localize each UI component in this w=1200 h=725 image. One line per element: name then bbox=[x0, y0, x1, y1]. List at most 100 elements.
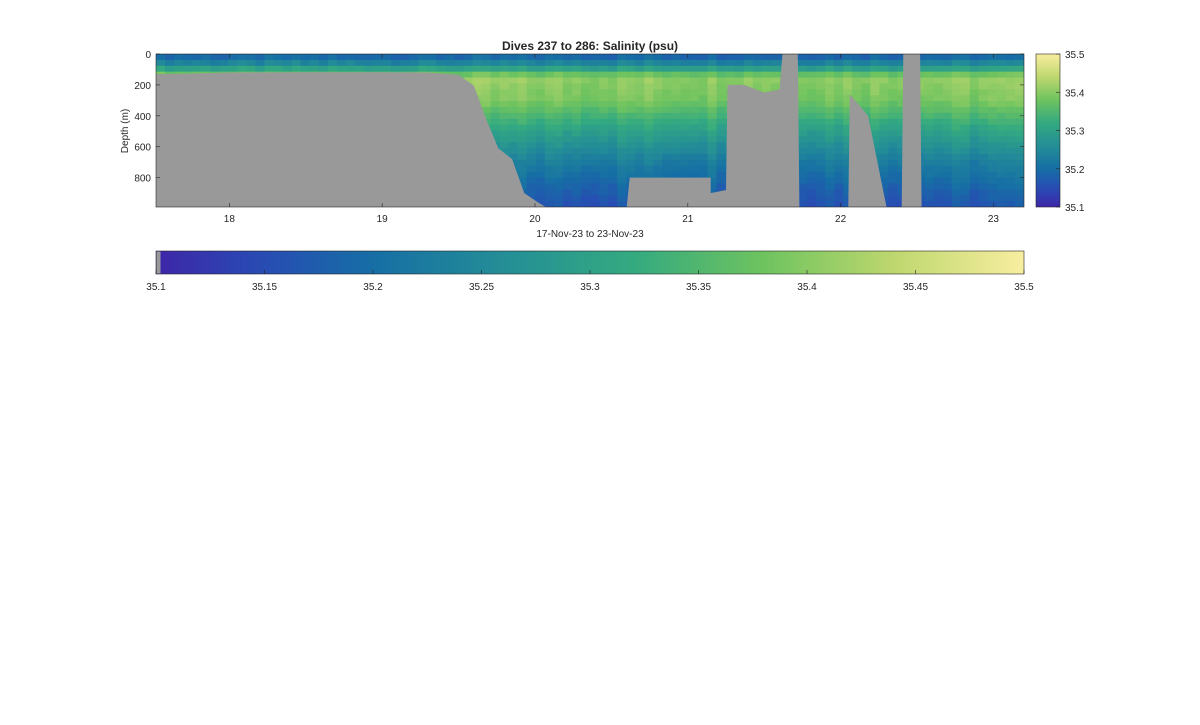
heatmap-cell bbox=[517, 159, 528, 167]
heatmap-cell bbox=[517, 106, 528, 114]
heatmap-cell bbox=[635, 71, 645, 79]
heatmap-cell bbox=[391, 59, 401, 67]
heatmap-cell bbox=[698, 83, 709, 90]
heatmap-cell bbox=[725, 71, 736, 79]
heatmap-cell bbox=[201, 65, 211, 73]
y-tick-label: 600 bbox=[134, 143, 151, 154]
heatmap-cell bbox=[617, 154, 627, 161]
heatmap-cell bbox=[608, 130, 618, 137]
heatmap-cell bbox=[816, 71, 826, 79]
heatmap-cell bbox=[282, 54, 293, 61]
heatmap-cell bbox=[526, 124, 537, 132]
heatmap-cell bbox=[608, 106, 618, 114]
heatmap-cell bbox=[843, 118, 853, 126]
heatmap-cell bbox=[969, 165, 980, 173]
heatmap-cell bbox=[481, 77, 492, 85]
heatmap-cell bbox=[951, 54, 962, 61]
heatmap-cell bbox=[807, 195, 817, 202]
heatmap-cell bbox=[834, 154, 844, 161]
heatmap-cell bbox=[617, 83, 627, 90]
heatmap-cell bbox=[535, 171, 546, 179]
heatmap-cell bbox=[870, 59, 880, 67]
heatmap-cell bbox=[816, 130, 826, 137]
heatmap-cell bbox=[535, 148, 546, 155]
horizontal-colorbar-tick-label: 35.5 bbox=[1014, 282, 1034, 293]
heatmap-cell bbox=[698, 154, 709, 161]
heatmap-cell bbox=[960, 183, 971, 190]
heatmap-cell bbox=[942, 59, 953, 67]
heatmap-cell bbox=[834, 118, 844, 126]
heatmap-cell bbox=[653, 106, 663, 114]
heatmap-cell bbox=[508, 59, 519, 67]
heatmap-cell bbox=[1014, 142, 1024, 149]
heatmap-cell bbox=[816, 54, 826, 61]
heatmap-cell bbox=[309, 65, 320, 73]
heatmap-cell bbox=[680, 83, 691, 90]
heatmap-cell bbox=[553, 59, 564, 67]
heatmap-cell bbox=[544, 106, 555, 114]
heatmap-cell bbox=[436, 59, 446, 67]
heatmap-cell bbox=[825, 106, 835, 114]
heatmap-cell bbox=[797, 89, 808, 96]
heatmap-cell bbox=[969, 83, 980, 90]
heatmap-cell bbox=[553, 195, 564, 202]
heatmap-cell bbox=[879, 159, 889, 167]
heatmap-cell bbox=[653, 71, 663, 79]
heatmap-cell bbox=[707, 112, 718, 120]
heatmap-cell bbox=[680, 148, 691, 155]
heatmap-cell bbox=[553, 148, 564, 155]
heatmap-cell bbox=[689, 124, 700, 132]
heatmap-cell bbox=[816, 59, 826, 67]
heatmap-cell bbox=[969, 189, 980, 196]
heatmap-cell bbox=[996, 112, 1007, 120]
heatmap-cell bbox=[544, 101, 555, 108]
heatmap-cell bbox=[508, 89, 519, 96]
heatmap-cell bbox=[942, 171, 953, 179]
heatmap-cell bbox=[1014, 65, 1024, 73]
heatmap-cell bbox=[562, 165, 573, 173]
heatmap-cell bbox=[599, 154, 609, 161]
heatmap-cell bbox=[761, 71, 772, 79]
heatmap-cell bbox=[526, 159, 537, 167]
heatmap-cell bbox=[653, 59, 663, 67]
x-tick-label: 23 bbox=[988, 214, 1000, 225]
heatmap-cell bbox=[825, 112, 835, 120]
heatmap-cell bbox=[336, 65, 347, 73]
heatmap-cell bbox=[816, 106, 826, 114]
heatmap-cell bbox=[797, 101, 808, 108]
heatmap-cell bbox=[608, 101, 618, 108]
heatmap-cell bbox=[544, 59, 555, 67]
heatmap-cell bbox=[291, 65, 302, 73]
heatmap-cell bbox=[635, 148, 645, 155]
heatmap-cell bbox=[1014, 124, 1024, 132]
heatmap-cell bbox=[716, 130, 727, 137]
heatmap-cell bbox=[653, 118, 663, 126]
heatmap-cell bbox=[599, 171, 609, 179]
heatmap-cell bbox=[843, 171, 853, 179]
heatmap-cell bbox=[680, 59, 691, 67]
heatmap-cell bbox=[870, 142, 880, 149]
heatmap-cell bbox=[933, 89, 944, 96]
heatmap-cell bbox=[653, 136, 663, 143]
heatmap-cell bbox=[987, 171, 998, 179]
heatmap-cell bbox=[942, 154, 953, 161]
heatmap-cell bbox=[888, 201, 899, 207]
heatmap-cell bbox=[508, 124, 519, 132]
heatmap-cell bbox=[807, 183, 817, 190]
heatmap-cell bbox=[861, 89, 871, 96]
heatmap-cell bbox=[246, 54, 257, 61]
heatmap-cell bbox=[987, 165, 998, 173]
heatmap-cell bbox=[626, 89, 636, 96]
heatmap-cell bbox=[734, 71, 745, 79]
heatmap-cell bbox=[599, 183, 609, 190]
heatmap-cell bbox=[689, 106, 700, 114]
heatmap-cell bbox=[843, 130, 853, 137]
heatmap-cell bbox=[481, 71, 492, 79]
heatmap-cell bbox=[843, 83, 853, 90]
heatmap-cell bbox=[689, 130, 700, 137]
heatmap-cell bbox=[707, 148, 718, 155]
heatmap-cell bbox=[635, 106, 645, 114]
heatmap-cell bbox=[689, 112, 700, 120]
heatmap-cell bbox=[807, 54, 817, 61]
heatmap-cell bbox=[1014, 171, 1024, 179]
